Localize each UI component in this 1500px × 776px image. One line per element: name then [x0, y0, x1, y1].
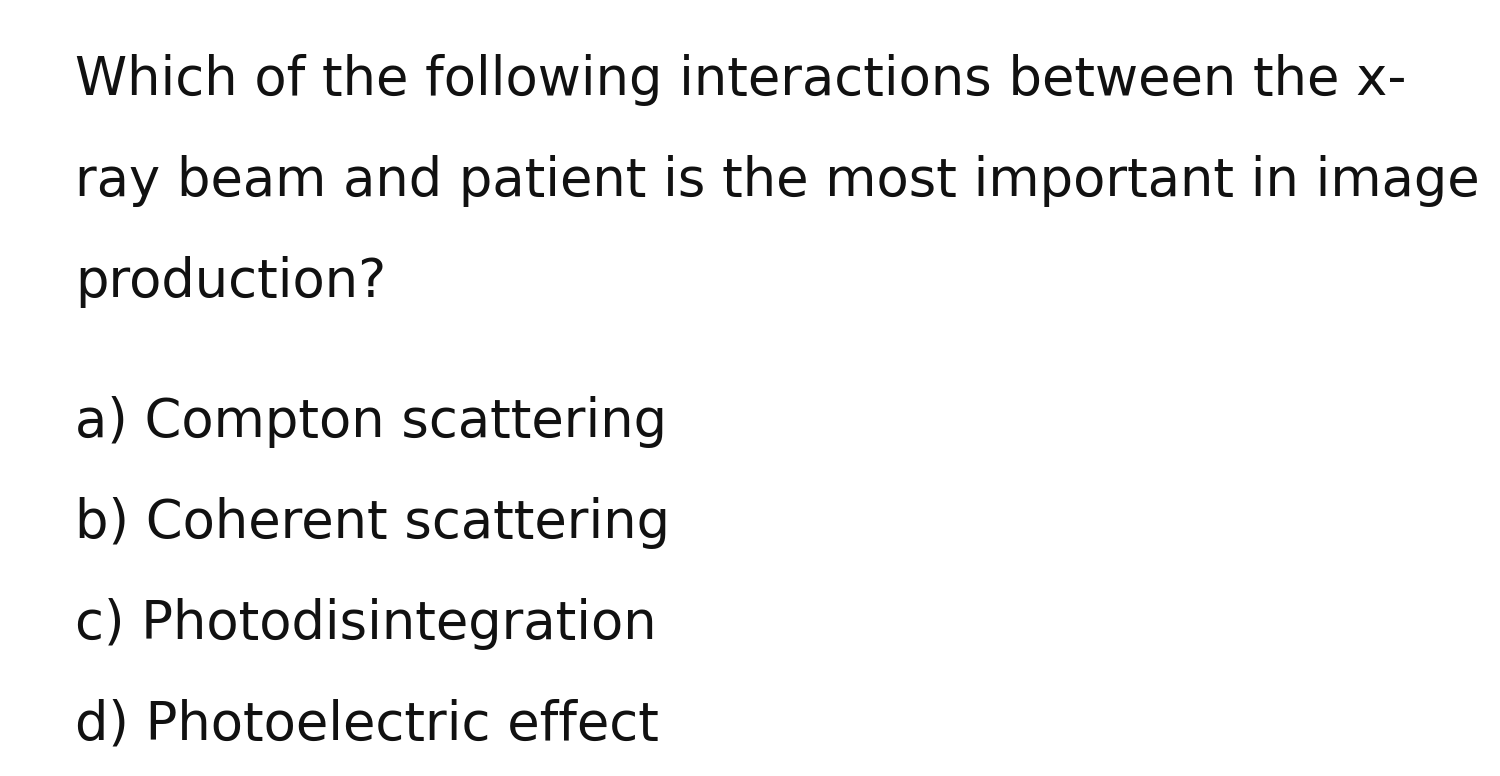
Text: Which of the following interactions between the x-: Which of the following interactions betw…	[75, 54, 1407, 106]
Text: production?: production?	[75, 256, 386, 308]
Text: c) Photodisintegration: c) Photodisintegration	[75, 598, 657, 650]
Text: b) Coherent scattering: b) Coherent scattering	[75, 497, 670, 549]
Text: a) Compton scattering: a) Compton scattering	[75, 396, 668, 448]
Text: d) Photoelectric effect: d) Photoelectric effect	[75, 698, 658, 750]
Text: ray beam and patient is the most important in image: ray beam and patient is the most importa…	[75, 155, 1479, 207]
